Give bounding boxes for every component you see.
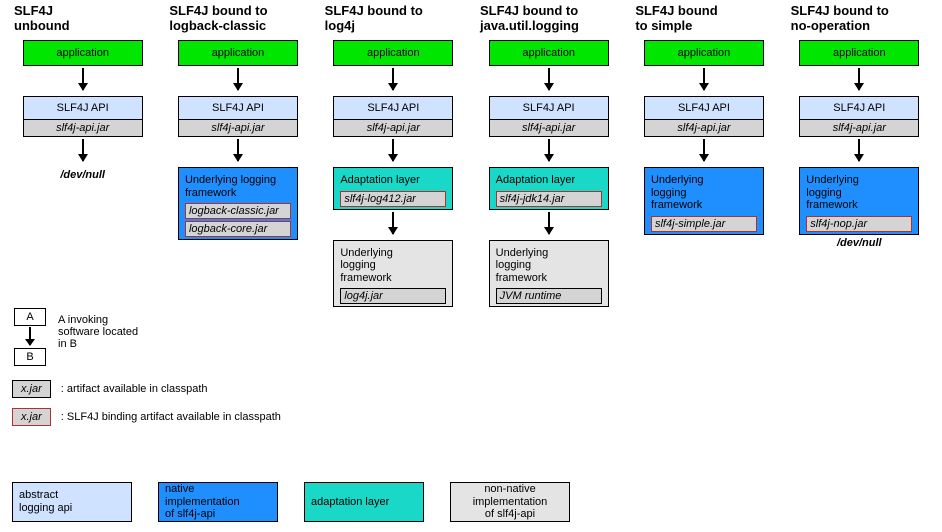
api-jar: slf4j-api.jar [644,119,764,137]
underlying-framework-box: Underlying logging framework JVM runtime [489,240,609,308]
legend-ab-column: A B [12,308,48,366]
slf4j-api-box: SLF4J APIslf4j-api.jar [23,96,143,137]
legend-invoking: A B A invoking software located in B [12,308,281,366]
arrow-down-icon [703,68,705,90]
slf4j-api-box: SLF4J APIslf4j-api.jar [644,96,764,137]
arrow-down-icon [392,139,394,161]
api-label: SLF4J API [489,96,609,119]
jar: log4j.jar [340,288,446,304]
arrow-down-icon [237,139,239,161]
binding-jar: logback-core.jar [185,221,291,237]
color-legend-swatch: abstract logging api [12,482,132,522]
column-title: SLF4J bound to logback-classic [167,4,267,34]
adaptation-layer-box: Adaptation layer slf4j-jdk14.jar [489,167,609,210]
native-impl-box: Underlying logging framework logback-clas… [178,167,298,240]
box-label: Underlying logging framework [806,174,912,212]
application-box: application [489,40,609,66]
column-title: SLF4J bound to simple [633,4,717,34]
diagram-column: SLF4J bound to log4j application SLF4J API… [323,4,464,307]
arrow-down-icon [858,68,860,90]
adaptation-layer-box: Adaptation layer slf4j-log412.jar [333,167,453,210]
slf4j-api-box: SLF4J APIslf4j-api.jar [799,96,919,137]
legend-binding-row: x.jar : SLF4J binding artifact available… [12,408,281,426]
api-jar: slf4j-api.jar [178,119,298,137]
column-title: SLF4J unbound [12,4,70,34]
legend: A B A invoking software located in B x.j… [12,308,281,436]
binding-jar: slf4j-log412.jar [340,191,446,207]
binding-jar: slf4j-jdk14.jar [496,191,602,207]
application-box: application [178,40,298,66]
legend-ab-text: A invoking software located in B [58,308,138,350]
arrow-down-icon [82,68,84,90]
native-impl-box: Underlying logging framework slf4j-nop.ja… [799,167,919,235]
diagram-columns: SLF4J unboundapplicationSLF4J APIslf4j-a… [0,0,942,307]
arrow-down-icon [703,139,705,161]
box-label: Underlying logging framework [651,174,757,212]
api-label: SLF4J API [333,96,453,119]
binding-jar: slf4j-nop.jar [806,216,912,232]
column-title: SLF4J bound to no-operation [789,4,889,34]
api-label: SLF4J API [644,96,764,119]
legend-binding-text: : SLF4J binding artifact available in cl… [61,411,281,423]
api-label: SLF4J API [178,96,298,119]
box-label: Underlying logging framework [496,247,602,285]
underlying-framework-box: Underlying logging framework log4j.jar [333,240,453,308]
legend-binding-swatch: x.jar [12,408,51,426]
legend-jar-swatch: x.jar [12,380,51,398]
slf4j-api-box: SLF4J APIslf4j-api.jar [178,96,298,137]
api-jar: slf4j-api.jar [23,119,143,137]
api-jar: slf4j-api.jar [489,119,609,137]
arrow-down-icon [548,68,550,90]
box-label: Underlying logging framework [340,247,446,285]
color-legend-swatch: adaptation layer [304,482,424,522]
application-box: application [333,40,453,66]
api-jar: slf4j-api.jar [799,119,919,137]
column-title: SLF4J bound to java.util.logging [478,4,579,34]
slf4j-api-box: SLF4J APIslf4j-api.jar [489,96,609,137]
color-legend-swatch: native implementation of slf4j-api [158,482,278,522]
box-label: Adaptation layer [340,174,446,187]
binding-jar: logback-classic.jar [185,203,291,219]
arrow-down-icon [29,327,31,345]
box-label: Adaptation layer [496,174,602,187]
jar: JVM runtime [496,288,602,304]
arrow-down-icon [392,212,394,234]
box-label: Underlying logging framework [185,174,291,199]
native-impl-box: Underlying logging framework slf4j-simple… [644,167,764,235]
legend-jar-row: x.jar : artifact available in classpath [12,380,281,398]
api-label: SLF4J API [799,96,919,119]
terminal-label: /dev/null [837,237,882,249]
application-box: application [799,40,919,66]
slf4j-api-box: SLF4J APIslf4j-api.jar [333,96,453,137]
diagram-column: SLF4J bound to logback-classic applicatio… [167,4,308,307]
arrow-down-icon [237,68,239,90]
diagram-column: SLF4J bound to simple application SLF4J AP… [633,4,774,307]
arrow-down-icon [548,139,550,161]
api-label: SLF4J API [23,96,143,119]
arrow-down-icon [82,139,84,161]
binding-jar: slf4j-simple.jar [651,216,757,232]
diagram-column: SLF4J unbound application SLF4J APIslf4j-a… [12,4,153,307]
arrow-down-icon [548,212,550,234]
api-jar: slf4j-api.jar [333,119,453,137]
legend-a-box: A [14,308,46,326]
color-legend: abstract logging api native implementatio… [12,482,570,522]
diagram-column: SLF4J bound to java.util.logging applicat… [478,4,619,307]
color-legend-swatch: non-native implementation of slf4j-api [450,482,570,522]
application-box: application [644,40,764,66]
arrow-down-icon [392,68,394,90]
terminal-label: /dev/null [60,169,105,181]
arrow-down-icon [858,139,860,161]
legend-b-box: B [14,348,46,366]
legend-jar-text: : artifact available in classpath [61,383,208,395]
diagram-column: SLF4J bound to no-operation application SL… [789,4,930,307]
column-title: SLF4J bound to log4j [323,4,423,34]
application-box: application [23,40,143,66]
